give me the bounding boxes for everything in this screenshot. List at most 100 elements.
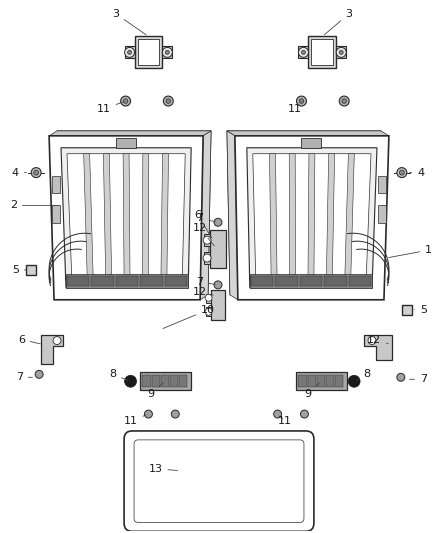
Text: 9: 9 [304,383,319,399]
Text: 11: 11 [287,101,301,114]
Text: 5: 5 [414,305,427,314]
Circle shape [31,168,41,177]
Polygon shape [123,154,130,282]
Text: 5: 5 [12,265,26,275]
Text: 9: 9 [147,383,163,399]
Polygon shape [349,276,371,286]
Polygon shape [326,154,335,282]
Polygon shape [142,154,149,282]
Polygon shape [124,46,134,58]
FancyBboxPatch shape [124,431,314,531]
Circle shape [205,308,212,315]
Polygon shape [253,154,371,282]
Circle shape [166,99,170,103]
Polygon shape [179,375,187,387]
Polygon shape [301,138,321,148]
Text: 7: 7 [197,213,215,223]
FancyBboxPatch shape [134,440,304,522]
Text: 2: 2 [10,200,58,211]
Circle shape [339,51,343,54]
Polygon shape [227,131,381,295]
Text: 7: 7 [410,374,427,384]
Polygon shape [52,175,60,193]
Polygon shape [336,46,346,58]
Polygon shape [211,290,225,320]
Circle shape [214,281,222,289]
Polygon shape [49,131,211,136]
Polygon shape [61,148,191,288]
Circle shape [165,51,170,54]
Circle shape [203,254,211,262]
Polygon shape [66,274,188,288]
Circle shape [162,47,172,58]
Text: 12: 12 [367,335,388,344]
Text: 6: 6 [18,335,40,344]
Circle shape [397,168,407,177]
Polygon shape [378,205,386,223]
Polygon shape [326,375,334,387]
Polygon shape [57,131,211,295]
Circle shape [301,51,305,54]
Circle shape [342,99,346,103]
Circle shape [34,170,39,175]
Polygon shape [269,154,277,282]
Polygon shape [308,154,315,282]
Circle shape [205,294,212,301]
Polygon shape [345,154,354,282]
Text: 7: 7 [197,277,215,287]
Polygon shape [103,154,112,282]
Text: 7: 7 [16,372,32,382]
Text: 11: 11 [124,415,146,426]
Polygon shape [298,375,307,387]
Circle shape [214,219,222,226]
Text: 10: 10 [163,305,215,328]
Polygon shape [335,375,343,387]
Polygon shape [84,154,93,282]
Polygon shape [138,39,159,65]
Polygon shape [165,276,187,286]
Polygon shape [298,46,308,58]
Polygon shape [275,276,298,286]
Polygon shape [289,154,296,282]
Polygon shape [317,375,325,387]
Circle shape [127,51,131,54]
Text: 3: 3 [325,9,353,35]
Polygon shape [170,375,178,387]
Circle shape [399,170,404,175]
Circle shape [163,96,173,106]
Polygon shape [134,36,162,68]
Text: 6: 6 [194,211,212,238]
Polygon shape [247,148,377,288]
Circle shape [53,336,61,344]
Polygon shape [161,375,169,387]
Polygon shape [49,136,203,300]
Text: 4: 4 [12,167,26,177]
Polygon shape [67,154,185,282]
Circle shape [298,47,308,58]
Polygon shape [26,265,36,275]
Text: 3: 3 [112,9,146,35]
Polygon shape [204,252,210,264]
Polygon shape [300,276,322,286]
Circle shape [145,410,152,418]
Circle shape [300,410,308,418]
Circle shape [368,336,376,344]
Circle shape [339,96,349,106]
Polygon shape [402,305,412,314]
Circle shape [274,410,282,418]
Text: 11: 11 [97,102,123,114]
Circle shape [336,47,346,58]
Polygon shape [200,131,211,300]
Text: 4: 4 [410,167,424,177]
Circle shape [124,375,137,387]
Circle shape [124,47,134,58]
Polygon shape [140,373,191,390]
Polygon shape [378,175,386,193]
Polygon shape [92,276,114,286]
Circle shape [397,373,405,381]
Circle shape [120,96,131,106]
Polygon shape [311,39,333,65]
Polygon shape [206,307,211,316]
Polygon shape [67,276,89,286]
Polygon shape [41,335,63,365]
